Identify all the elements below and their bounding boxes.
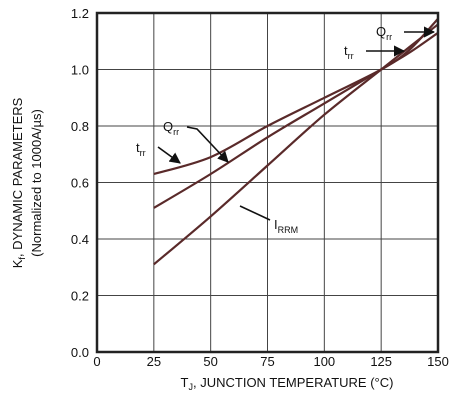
y-tick-label: 1.0 (71, 63, 89, 78)
y-tick-label: 0.8 (71, 119, 89, 134)
series-lines (153, 17, 439, 266)
y-tick-label: 0.2 (71, 289, 89, 304)
label-trr-left: trr (136, 140, 146, 158)
label-trr-left-leader (157, 146, 181, 164)
plot-frame (95, 11, 440, 354)
x-tick-label: 150 (427, 354, 449, 369)
x-tick-label: 25 (147, 354, 161, 369)
label-irrm-leader (239, 205, 271, 221)
label-qrr-left: Qrr (163, 119, 179, 137)
y-axis-label: Kf, DYNAMIC PARAMETERS (10, 97, 27, 268)
y-tick-label: 1.2 (71, 6, 89, 21)
x-tick-label: 50 (203, 354, 217, 369)
tick-labels: 0 25 50 75 100 125 150 0.0 0.2 0.4 0.6 0.8 1.0 1.2 (71, 6, 449, 369)
x-tick-label: 0 (93, 354, 100, 369)
label-qrr-left-leader (186, 126, 229, 163)
y-tick-label: 0.0 (71, 345, 89, 360)
x-tick-label: 125 (370, 354, 392, 369)
y-tick-label: 0.6 (71, 176, 89, 191)
x-tick-label: 75 (260, 354, 274, 369)
label-trr-right: trr (344, 43, 354, 61)
x-tick-label: 100 (313, 354, 335, 369)
x-axis-label: TJ, JUNCTION TEMPERATURE (°C) (181, 375, 394, 392)
label-qrr-right: Qrr (376, 24, 392, 42)
annotations: trr Qrr IRRM trr Qrr (136, 24, 436, 235)
series-irrm-line (153, 23, 439, 266)
label-irrm: IRRM (274, 217, 298, 235)
y-axis-sublabel: (Normalized to 1000A/µs) (29, 109, 44, 257)
series-qrr-line (153, 31, 439, 209)
y-tick-label: 0.4 (71, 232, 89, 247)
series-trr-line (153, 17, 439, 176)
